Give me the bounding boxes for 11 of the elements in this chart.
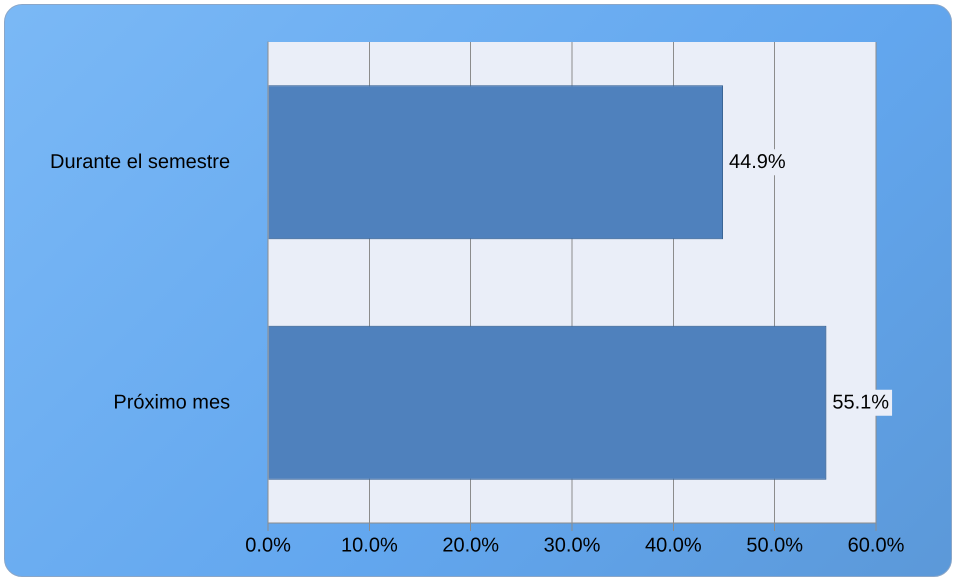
x-tick-label: 60.0% <box>848 534 905 557</box>
y-tick-label: Próximo mes <box>113 391 230 414</box>
x-tick-label: 30.0% <box>544 534 601 557</box>
x-tick-label: 40.0% <box>645 534 702 557</box>
y-tick-label: Durante el semestre <box>50 150 230 173</box>
data-label: 55.1% <box>832 391 890 414</box>
data-label: 44.9% <box>729 150 786 173</box>
x-tick-label: 50.0% <box>746 534 804 557</box>
x-tick-label: 10.0% <box>341 534 398 557</box>
x-tick-label: 0.0% <box>245 534 292 557</box>
x-tick-label: 20.0% <box>442 534 500 557</box>
